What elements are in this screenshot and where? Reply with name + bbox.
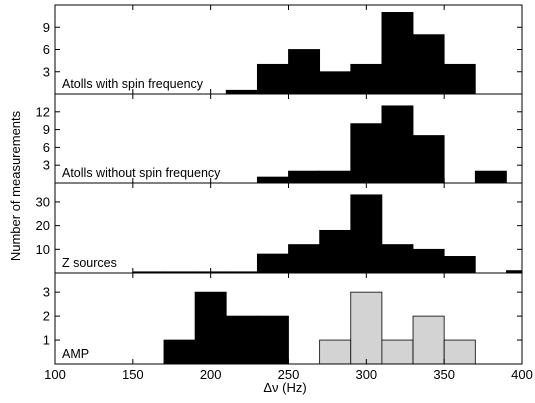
histogram-bar bbox=[319, 339, 352, 365]
x-tick-label: 400 bbox=[511, 367, 533, 382]
histogram-panel: 1 2 3 AMP bbox=[43, 272, 523, 365]
histogram-bar bbox=[288, 49, 321, 95]
histogram-bar bbox=[412, 34, 445, 95]
histogram-bar bbox=[225, 315, 258, 365]
x-tick-label: 250 bbox=[278, 367, 300, 382]
x-tick-label: 300 bbox=[355, 367, 377, 382]
histogram-panel: 10 20 30 Z sources bbox=[36, 182, 523, 274]
y-tick-label: 3 bbox=[43, 158, 50, 173]
y-tick-label: 6 bbox=[43, 140, 50, 155]
histogram-bar bbox=[474, 170, 507, 184]
histogram-bar bbox=[381, 339, 414, 365]
panel-label: Atolls without spin frequency bbox=[62, 166, 221, 180]
histogram-panel: 3 6 9 Atolls with spin frequency bbox=[43, 4, 523, 95]
histogram-bar bbox=[163, 339, 196, 365]
x-tick-label: 200 bbox=[200, 367, 222, 382]
histogram-bar bbox=[443, 256, 476, 274]
histogram-bar bbox=[443, 63, 476, 95]
histogram-bar bbox=[381, 244, 414, 274]
y-tick-label: 6 bbox=[43, 42, 50, 57]
histogram-bar bbox=[319, 229, 352, 274]
y-tick-label: 12 bbox=[36, 104, 50, 119]
y-tick-label: 9 bbox=[43, 122, 50, 137]
histogram-bar bbox=[256, 176, 289, 184]
histogram-bar bbox=[381, 12, 414, 95]
histogram-bar bbox=[412, 315, 445, 365]
histogram-bar bbox=[443, 339, 476, 365]
x-axis-title: Δν (Hz) bbox=[263, 380, 306, 395]
histogram-bar bbox=[288, 244, 321, 274]
histogram-bar bbox=[319, 170, 352, 184]
histogram-bar bbox=[350, 194, 383, 274]
panel-label: Z sources bbox=[62, 256, 117, 270]
histogram-bar bbox=[194, 291, 227, 365]
histogram-bar bbox=[225, 89, 258, 95]
y-tick-label: 3 bbox=[43, 285, 50, 300]
histogram-bar bbox=[350, 291, 383, 365]
y-tick-label: 30 bbox=[36, 194, 50, 209]
histogram-bar bbox=[350, 123, 383, 184]
y-tick-label: 20 bbox=[36, 218, 50, 233]
y-tick-label: 10 bbox=[36, 242, 50, 257]
histogram-panel: 3 6 9 12 Atolls without spin frequency bbox=[36, 93, 523, 184]
histogram-bar bbox=[381, 105, 414, 184]
y-tick-label: 1 bbox=[43, 333, 50, 348]
histogram-bar bbox=[412, 135, 445, 184]
panel-label: AMP bbox=[62, 347, 89, 361]
panel-label: Atolls with spin frequency bbox=[62, 77, 204, 91]
x-tick-label: 100 bbox=[44, 367, 66, 382]
histogram-bar bbox=[256, 63, 289, 95]
x-tick-label: 150 bbox=[122, 367, 144, 382]
histogram-bar bbox=[412, 248, 445, 274]
histogram-bar bbox=[288, 170, 321, 184]
y-tick-label: 3 bbox=[43, 64, 50, 79]
y-axis-title: Number of measurements bbox=[8, 110, 23, 261]
x-tick-label: 350 bbox=[433, 367, 455, 382]
x-axis: 100 150 200 250 300 350 400 bbox=[44, 367, 533, 382]
y-tick-label: 2 bbox=[43, 309, 50, 324]
histogram-bar bbox=[319, 71, 352, 95]
histogram-bar bbox=[256, 315, 289, 365]
histogram-bar bbox=[256, 253, 289, 274]
y-tick-label: 9 bbox=[43, 20, 50, 35]
